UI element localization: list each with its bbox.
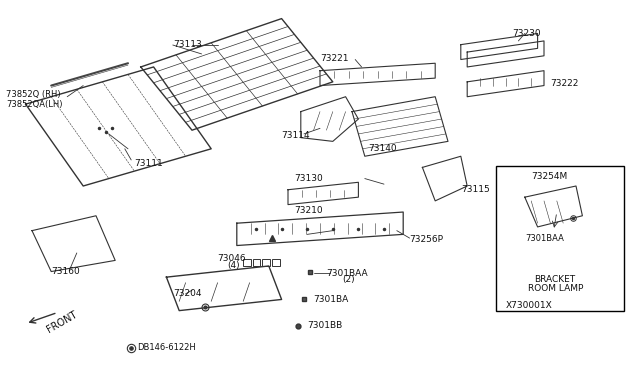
- Text: 73113: 73113: [173, 40, 202, 49]
- Text: X730001X: X730001X: [506, 301, 552, 310]
- Text: 73230: 73230: [512, 29, 541, 38]
- Text: BRACKET: BRACKET: [534, 275, 575, 283]
- Text: 7301BA: 7301BA: [314, 295, 349, 304]
- Bar: [262, 259, 270, 266]
- Bar: [253, 259, 260, 266]
- Text: 73221: 73221: [320, 54, 349, 63]
- Bar: [243, 259, 251, 266]
- Text: 73852QA(LH): 73852QA(LH): [6, 100, 63, 109]
- Bar: [272, 259, 280, 266]
- FancyBboxPatch shape: [496, 166, 624, 311]
- Text: 73115: 73115: [461, 185, 490, 194]
- Text: 73160: 73160: [51, 267, 80, 276]
- Text: 73204: 73204: [173, 289, 202, 298]
- Text: (4): (4): [227, 261, 240, 270]
- Text: 7301BAA: 7301BAA: [525, 234, 564, 243]
- Text: 73210: 73210: [294, 206, 323, 215]
- Text: ROOM LAMP: ROOM LAMP: [528, 284, 584, 293]
- Text: 73111: 73111: [134, 159, 163, 168]
- Text: 73256P: 73256P: [410, 235, 444, 244]
- Text: FRONT: FRONT: [45, 309, 79, 334]
- Text: DB146-6122H: DB146-6122H: [138, 343, 196, 352]
- Text: 73130: 73130: [294, 174, 323, 183]
- Text: 7301BB: 7301BB: [307, 321, 342, 330]
- Text: 73254M: 73254M: [531, 172, 568, 181]
- Text: 7301BAA: 7301BAA: [326, 269, 368, 278]
- Text: (2): (2): [342, 275, 355, 284]
- Text: 73114: 73114: [282, 131, 310, 140]
- Text: 73852Q (RH): 73852Q (RH): [6, 90, 61, 99]
- Text: 73140: 73140: [368, 144, 397, 153]
- Text: 73046: 73046: [218, 254, 246, 263]
- Text: 73222: 73222: [550, 79, 579, 88]
